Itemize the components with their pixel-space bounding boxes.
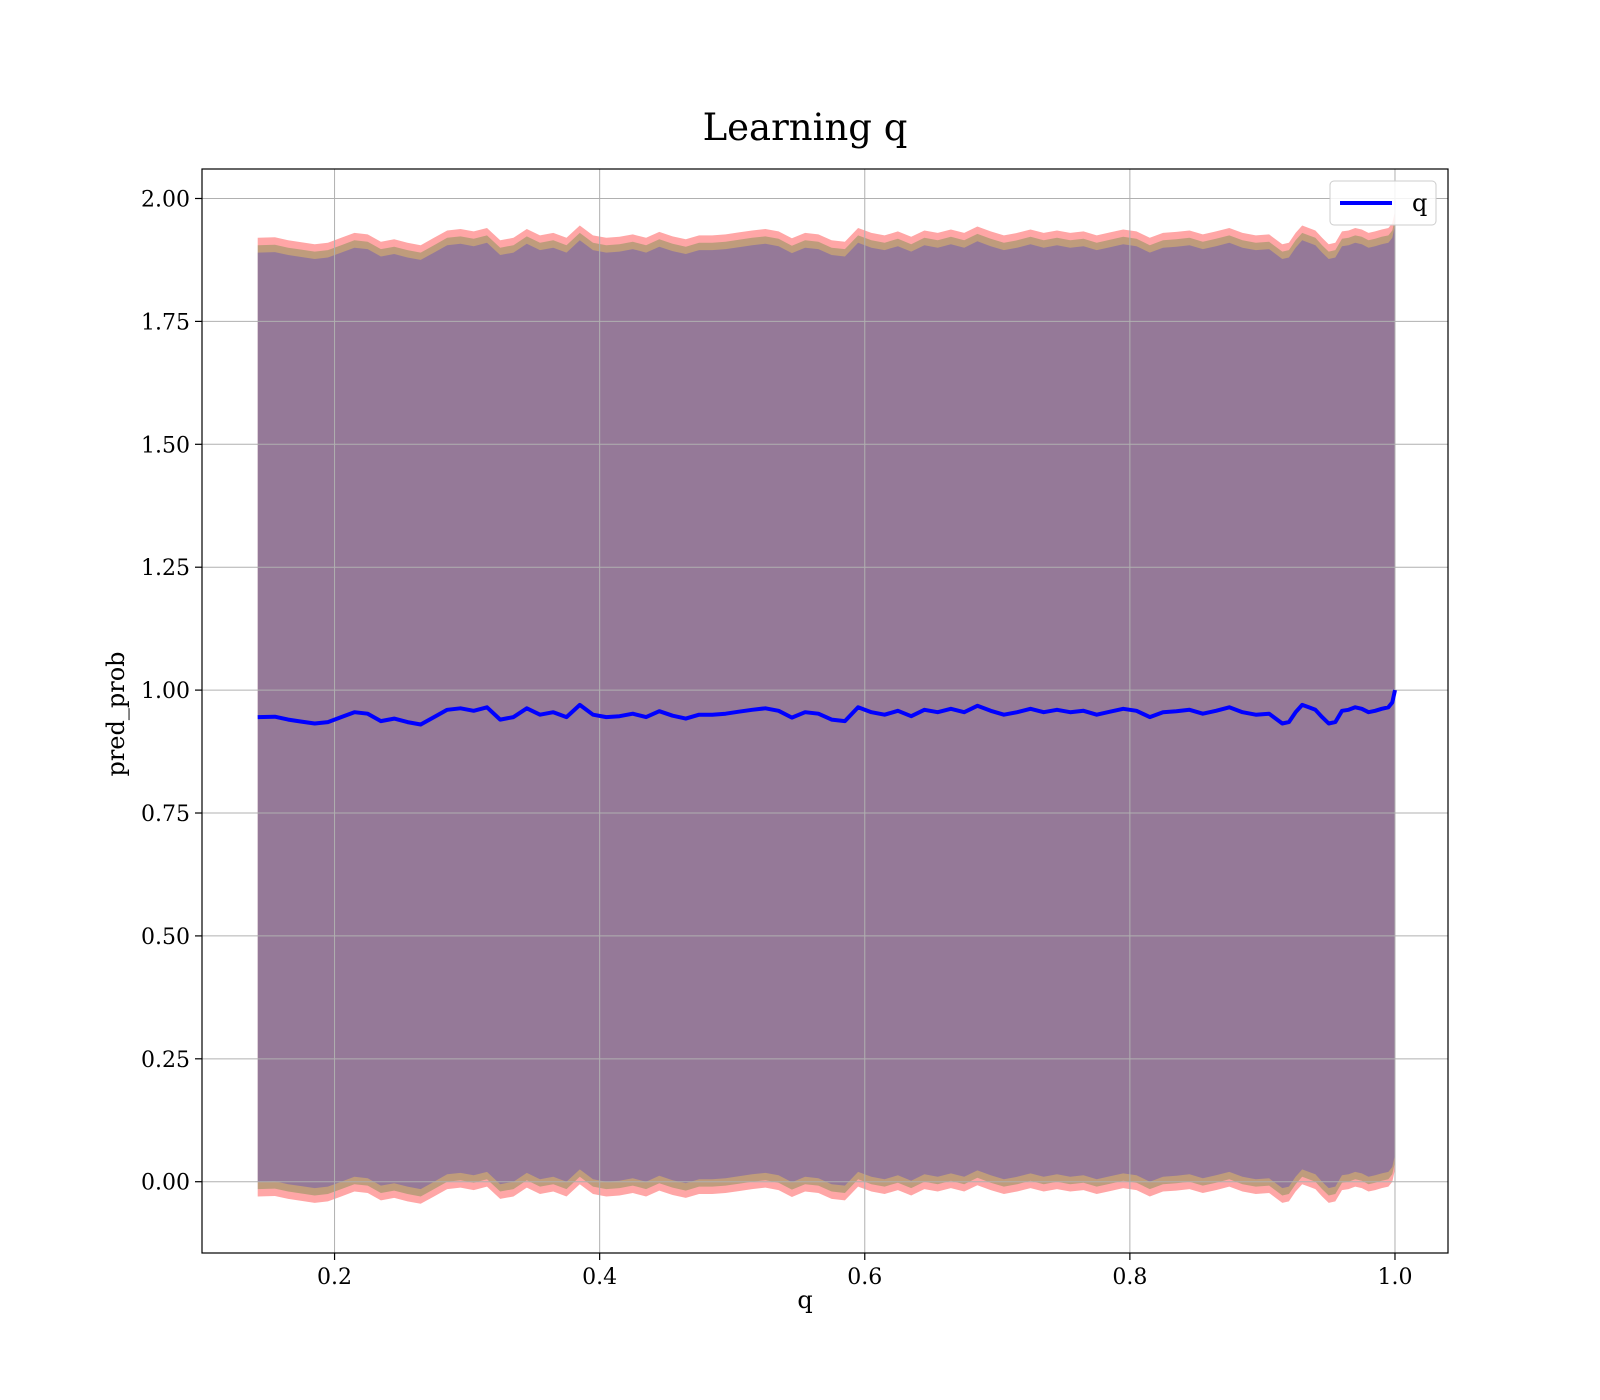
confidence-band-1 — [257, 218, 1396, 1197]
chart-title: Learning q — [703, 106, 908, 149]
axes-frame — [201, 168, 1449, 1254]
y-tick-label: 1.50 — [141, 433, 190, 458]
x-axis-label: q — [797, 1286, 812, 1314]
y-tick-label: 0.00 — [141, 1171, 190, 1196]
x-tick-label: 1.0 — [1377, 1265, 1412, 1290]
plot-area: 0.2 0.4 0.6 0.8 1.0 0.00 0.25 0.50 0.75 1.00 1.25 1… — [141, 168, 1449, 1290]
y-tick-label: 0.50 — [141, 925, 190, 950]
series-line-q — [257, 689, 1397, 727]
y-tick-label: 2.00 — [141, 187, 190, 212]
confidence-band-0 — [257, 210, 1396, 1204]
legend-label-q: q — [1412, 189, 1427, 217]
y-axis-label: pred_prob — [102, 651, 130, 776]
x-tick-label: 0.4 — [582, 1265, 617, 1290]
x-tick-label: 0.2 — [317, 1265, 352, 1290]
y-tick-label: 0.25 — [141, 1048, 190, 1073]
x-tick-label: 0.6 — [847, 1265, 882, 1290]
y-tick-label: 1.00 — [141, 679, 190, 704]
y-tick-label: 1.25 — [141, 556, 190, 581]
y-tick-label: 1.75 — [141, 310, 190, 335]
confidence-band-2 — [257, 225, 1396, 1190]
y-tick-label: 0.75 — [141, 802, 190, 827]
x-tick-label: 0.8 — [1112, 1265, 1147, 1290]
